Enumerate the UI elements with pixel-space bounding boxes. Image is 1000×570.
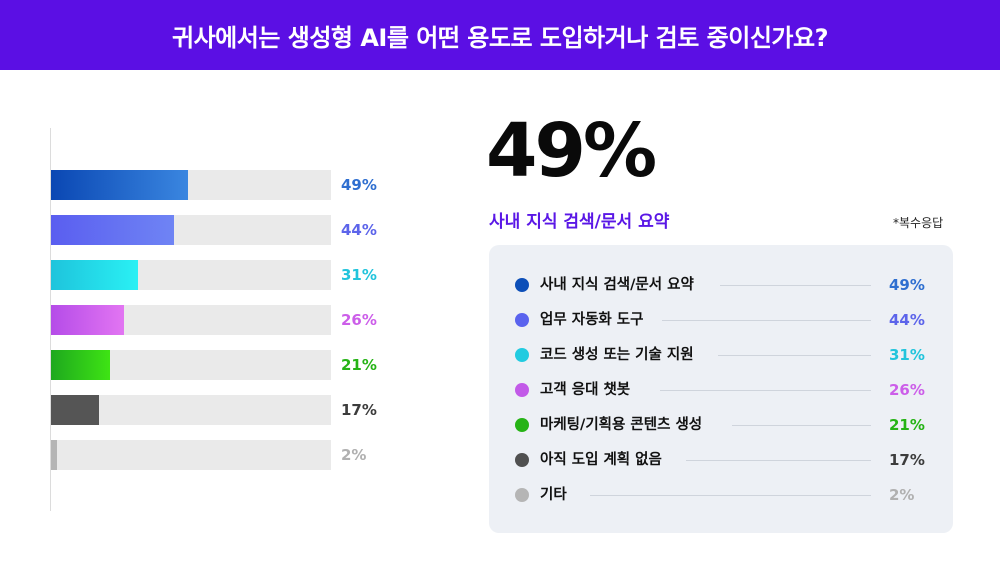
bar — [51, 170, 188, 200]
legend-leader-line — [720, 285, 871, 286]
legend-dot-icon — [515, 313, 529, 327]
legend-leader-line — [590, 495, 871, 496]
bar-value-label: 44% — [341, 221, 377, 239]
legend-label: 아직 도입 계획 없음 — [540, 452, 662, 468]
legend-dot-icon — [515, 383, 529, 397]
bar-value-label: 31% — [341, 266, 377, 284]
legend-value: 49% — [889, 276, 925, 294]
highlight-label: 사내 지식 검색/문서 요약 — [489, 212, 670, 232]
bar-value-label: 26% — [341, 311, 377, 329]
legend-dot-icon — [515, 348, 529, 362]
bar — [51, 305, 124, 335]
bar — [51, 440, 57, 470]
legend-dot-icon — [515, 278, 529, 292]
legend-item: 고객 응대 챗봇 26% — [489, 375, 953, 405]
legend-label: 업무 자동화 도구 — [540, 312, 644, 328]
legend-item: 아직 도입 계획 없음 17% — [489, 445, 953, 475]
legend-item: 사내 지식 검색/문서 요약 49% — [489, 270, 953, 300]
legend-value: 21% — [889, 416, 925, 434]
bar-value-label: 21% — [341, 356, 377, 374]
legend-item: 업무 자동화 도구 44% — [489, 305, 953, 335]
legend-dot-icon — [515, 488, 529, 502]
bar-track — [51, 440, 331, 470]
legend-value: 31% — [889, 346, 925, 364]
legend-dot-icon — [515, 418, 529, 432]
legend-item: 코드 생성 또는 기술 지원 31% — [489, 340, 953, 370]
legend-leader-line — [686, 460, 871, 461]
legend-label: 기타 — [540, 487, 567, 503]
legend-leader-line — [660, 390, 871, 391]
bar-value-label: 17% — [341, 401, 377, 419]
bar — [51, 215, 174, 245]
legend-leader-line — [662, 320, 871, 321]
legend-value: 17% — [889, 451, 925, 469]
legend-leader-line — [718, 355, 871, 356]
bar — [51, 395, 99, 425]
legend-value: 44% — [889, 311, 925, 329]
bar-value-label: 2% — [341, 446, 367, 464]
legend-value: 26% — [889, 381, 925, 399]
question-header: 귀사에서는 생성형 AI를 어떤 용도로 도입하거나 검토 중이신가요? — [0, 0, 1000, 70]
bar — [51, 260, 138, 290]
multiple-response-note: *복수응답 — [893, 216, 944, 230]
legend-item: 마케팅/기획용 콘텐츠 생성 21% — [489, 410, 953, 440]
legend-dot-icon — [515, 453, 529, 467]
bar-chart: 49% 44% 31% 26% 21% 17% 2% — [0, 0, 400, 570]
legend-label: 마케팅/기획용 콘텐츠 생성 — [540, 417, 703, 433]
legend-label: 코드 생성 또는 기술 지원 — [540, 347, 694, 363]
legend-value: 2% — [889, 486, 915, 504]
question-title: 귀사에서는 생성형 AI를 어떤 용도로 도입하거나 검토 중이신가요? — [172, 23, 829, 52]
legend-leader-line — [732, 425, 871, 426]
legend-label: 사내 지식 검색/문서 요약 — [540, 277, 694, 293]
highlight-percentage: 49% — [486, 108, 657, 194]
chart-axis-line — [50, 128, 51, 511]
bar-value-label: 49% — [341, 176, 377, 194]
legend-label: 고객 응대 챗봇 — [540, 382, 631, 398]
bar — [51, 350, 110, 380]
legend-item: 기타 2% — [489, 480, 953, 510]
legend-panel: 사내 지식 검색/문서 요약 49% 업무 자동화 도구 44% 코드 생성 또는 기술… — [489, 245, 953, 533]
